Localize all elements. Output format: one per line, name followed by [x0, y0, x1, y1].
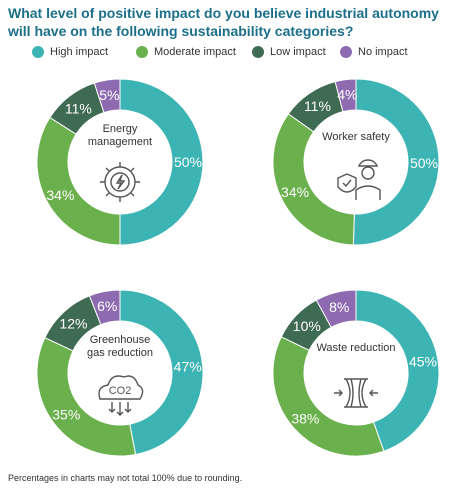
- donut-slices: [272, 289, 440, 457]
- legend-label-moderate: Moderate impact: [154, 46, 236, 58]
- value-label-moderate: 35%: [52, 407, 80, 423]
- donut-slice-high: [355, 289, 440, 452]
- donut-slice-high: [352, 78, 440, 246]
- donut-chart-greenhouse-gas-reduction: Greenhouse gas reduction CO2 47% 35% 12% 6%: [36, 289, 204, 457]
- donut-title-line2: gas reduction: [87, 347, 153, 359]
- value-label-low: 11%: [304, 98, 331, 114]
- legend-label-high: High impact: [50, 46, 109, 58]
- legend-item-moderate: Moderate impact: [136, 46, 236, 58]
- donut-slice-high: [119, 289, 204, 456]
- donut-value-labels: 50% 34% 11% 4%: [281, 87, 438, 201]
- donut-center: [305, 322, 407, 424]
- compressed-bin-icon: [334, 378, 378, 408]
- donut-slice-moderate: [272, 336, 385, 457]
- value-label-low: 10%: [293, 318, 321, 334]
- donut-chart-energy-management: Energy management 50% 34% 11% 5%: [36, 78, 204, 246]
- value-label-high: 45%: [409, 353, 437, 369]
- legend-swatch-low: [252, 46, 264, 58]
- value-label-none: 5%: [99, 87, 119, 103]
- legend: High impact Moderate impact Low impact N…: [12, 46, 462, 62]
- donut-slice-none: [93, 78, 121, 114]
- donut-slice-moderate: [272, 113, 355, 246]
- donut-slices: [272, 78, 440, 246]
- legend-label-low: Low impact: [270, 46, 326, 58]
- donut-chart-worker-safety: Worker safety 50% 34% 11% 4%: [272, 78, 440, 246]
- donut-slices: [36, 78, 204, 246]
- value-label-low: 11%: [65, 100, 92, 116]
- value-label-moderate: 34%: [281, 184, 309, 200]
- donut-slice-moderate: [36, 116, 121, 246]
- value-label-high: 50%: [174, 154, 202, 170]
- donut-value-labels: 50% 34% 11% 5%: [46, 87, 202, 203]
- legend-label-none: No impact: [358, 46, 408, 58]
- legend-item-low: Low impact: [252, 46, 326, 58]
- donut-slice-none: [334, 78, 357, 113]
- donut-center: [305, 111, 407, 213]
- footnote: Percentages in charts may not total 100%…: [8, 473, 243, 483]
- donut-title-line1: Energy: [103, 123, 138, 135]
- value-label-moderate: 34%: [46, 187, 74, 203]
- donut-slice-none: [315, 289, 357, 328]
- value-label-none: 8%: [329, 299, 349, 315]
- co2-cloud-icon: CO2: [98, 375, 144, 416]
- legend-swatch-moderate: [136, 46, 148, 58]
- chart-title: What level of positive impact do you bel…: [8, 5, 439, 39]
- donut-value-labels: 45% 38% 10% 8%: [291, 299, 437, 426]
- value-label-none: 4%: [337, 87, 357, 103]
- donut-slice-none: [88, 289, 121, 326]
- gear-lightning-icon: [100, 162, 140, 202]
- svg-text:CO2: CO2: [109, 385, 132, 397]
- donut-title-line1: Worker safety: [322, 131, 390, 143]
- legend-item-high: High impact: [32, 46, 108, 58]
- donut-title-line1: Waste reduction: [316, 342, 395, 354]
- donut-slice-high: [119, 78, 204, 246]
- donut-title-line1: Greenhouse: [90, 334, 151, 346]
- legend-swatch-high: [32, 46, 44, 58]
- donut-slice-moderate: [36, 336, 137, 457]
- donut-title-line2: management: [88, 136, 152, 148]
- legend-item-none: No impact: [340, 46, 408, 58]
- donut-charts: Energy management 50% 34% 11% 5% Worker saf…: [36, 78, 440, 457]
- donut-chart-waste-reduction: Waste reduction 45% 38% 10% 8%: [272, 289, 440, 457]
- donut-slices: [36, 289, 204, 457]
- value-label-moderate: 38%: [291, 410, 319, 426]
- value-label-low: 12%: [59, 315, 87, 331]
- worker-shield-icon: [337, 159, 381, 200]
- donut-center: [69, 322, 171, 424]
- value-label-high: 50%: [410, 155, 438, 171]
- donut-value-labels: 47% 35% 12% 6%: [52, 298, 201, 422]
- value-label-none: 6%: [97, 298, 117, 314]
- value-label-high: 47%: [174, 359, 202, 375]
- legend-swatch-none: [340, 46, 352, 58]
